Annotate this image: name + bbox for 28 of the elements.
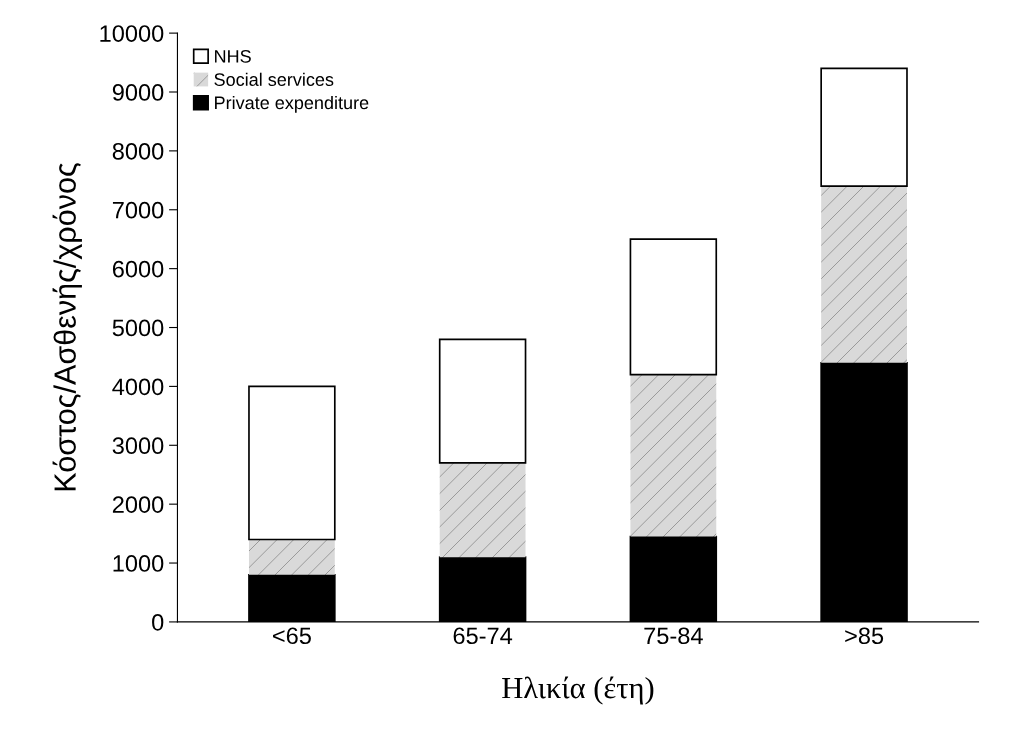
- x-tick-label: 65-74: [453, 627, 513, 645]
- legend-label: NHS: [215, 49, 251, 63]
- y-tick-label: 3000: [112, 437, 164, 455]
- y-tick-label: 6000: [112, 260, 164, 278]
- bar: [439, 462, 526, 558]
- x-tick-label: <65: [273, 627, 311, 645]
- y-tick-label: 4000: [112, 378, 164, 396]
- y-tick-label: 9000: [112, 84, 164, 101]
- y-tick-label: 8000: [112, 142, 164, 160]
- bar: [821, 186, 907, 363]
- x-axis-title: Ηλικία (έτη): [502, 676, 654, 705]
- y-tick-label: 10000: [100, 25, 164, 42]
- bar: [820, 67, 908, 188]
- y-tick-label: 5000: [112, 319, 164, 337]
- bar: [630, 374, 717, 537]
- x-tick-label: 75-84: [644, 627, 703, 645]
- legend-label: Private expenditure: [215, 95, 369, 113]
- bar: [248, 539, 335, 575]
- legend-label: Social services: [214, 72, 334, 86]
- y-tick-label: 1000: [113, 555, 164, 572]
- y-tick-label: 7000: [112, 201, 164, 219]
- bar: [629, 238, 718, 376]
- y-tick-label: 0: [152, 613, 164, 631]
- x-tick-label: >85: [845, 627, 884, 645]
- bar: [438, 338, 527, 464]
- y-axis-title: Κόστος/Ασθενής/χρόνος: [52, 163, 82, 491]
- bar: [248, 385, 336, 541]
- y-tick-label: 2000: [112, 496, 164, 513]
